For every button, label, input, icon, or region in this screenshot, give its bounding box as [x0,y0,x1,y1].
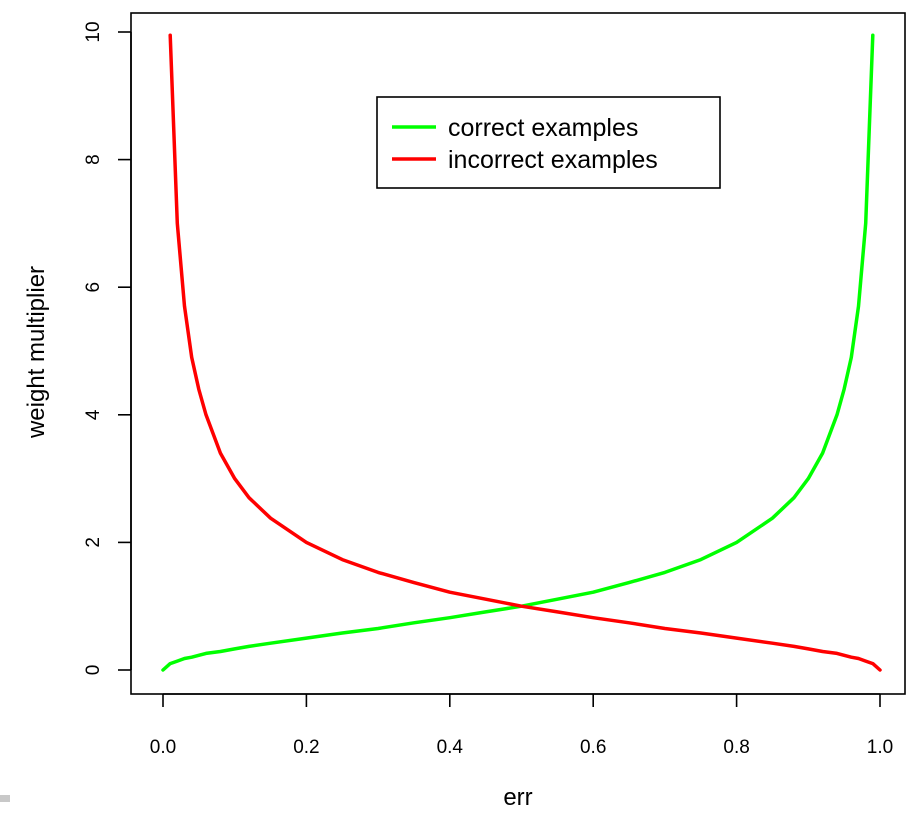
x-tick-label: 1.0 [867,737,893,758]
x-tick-label: 0.8 [723,737,749,758]
series-layer [161,33,882,672]
series-line-correct [161,33,875,672]
x-tick-label: 0.2 [293,737,319,758]
x-tick-label: 0.6 [580,737,606,758]
y-tick-label: 0 [83,665,104,676]
legend: correct examples incorrect examples [376,96,721,189]
x-axis-label: err [503,784,532,811]
x-axis-ticks: 0.0 0.2 0.4 0.6 0.8 1.0 [150,694,893,758]
y-tick-label: 10 [83,21,104,42]
series-line-incorrect [168,33,882,672]
legend-label-correct: correct examples [448,114,638,142]
y-tick-label: 2 [83,537,104,548]
y-tick-label: 4 [83,409,104,420]
y-axis-label: weight multiplier [23,266,50,439]
y-axis-ticks: 0 2 4 6 8 10 [83,21,131,675]
y-tick-label: 8 [83,154,104,165]
legend-label-incorrect: incorrect examples [448,146,658,174]
y-tick-label: 6 [83,282,104,293]
legend-box [376,96,721,189]
x-tick-label: 0.0 [150,737,176,758]
x-tick-label: 0.4 [437,737,464,758]
corner-mark [0,795,10,802]
